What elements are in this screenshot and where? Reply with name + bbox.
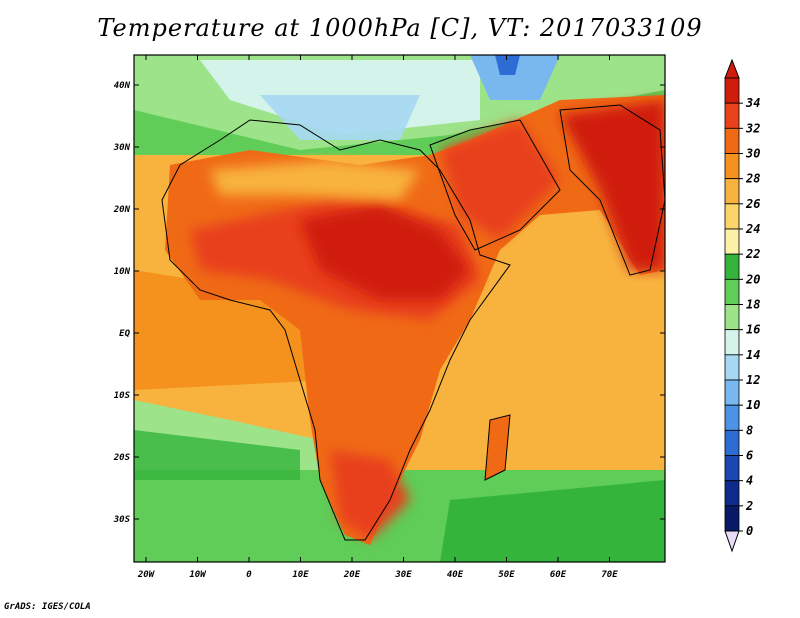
lon-label: 40E [447, 570, 464, 580]
lat-label: 30N [113, 143, 131, 153]
temperature-field [134, 55, 665, 562]
map-title: Temperature at 1000hPa [C], VT: 20170331… [97, 14, 703, 42]
colorbar-label: 18 [746, 298, 760, 312]
colorbar-swatch [724, 480, 740, 507]
lon-label: 20W [137, 570, 156, 580]
colorbar-swatch [724, 429, 740, 456]
colorbar-swatch [724, 127, 740, 154]
colorbar-label: 8 [746, 423, 753, 437]
lat-label: 10S [114, 391, 131, 401]
colorbar-top-arrow [724, 58, 740, 79]
colorbar-swatch [724, 253, 740, 280]
colorbar-label: 16 [746, 323, 760, 337]
lat-label: 10N [114, 267, 131, 277]
colorbar-label: 34 [745, 96, 760, 110]
colorbar-swatch [724, 203, 740, 230]
lon-label: 50E [498, 570, 515, 580]
colorbar-label: 6 [746, 449, 753, 463]
colorbar-label: 22 [745, 247, 760, 261]
colorbar-swatch [724, 153, 740, 180]
map-frame [133, 54, 666, 563]
colorbar-swatch [724, 228, 740, 255]
colorbar-swatch [724, 404, 740, 431]
colorbar-label: 12 [746, 373, 760, 387]
grads-credit: GrADS: IGES/COLA [4, 602, 91, 612]
colorbar-swatch [724, 455, 740, 482]
colorbar-swatch [724, 304, 740, 331]
colorbar-bottom-arrow [724, 530, 740, 553]
colorbar-label: 26 [745, 197, 760, 211]
colorbar-swatch [724, 329, 740, 356]
colorbar-swatch [724, 354, 740, 381]
colorbar-label: 4 [746, 474, 753, 488]
colorbar-label: 30 [745, 147, 760, 161]
colorbar-label: 10 [746, 398, 760, 412]
lat-label: EQ [119, 329, 130, 339]
lat-label: 20N [113, 205, 131, 215]
colorbar-label: 20 [745, 272, 760, 286]
colorbar-swatch [724, 505, 740, 532]
coastline [161, 104, 665, 541]
colorbar-swatch [724, 278, 740, 305]
lat-label: 30S [113, 515, 131, 525]
lon-label: 60E [550, 570, 567, 580]
lon-label: 0 [246, 570, 252, 580]
lon-label: 20E [343, 570, 361, 580]
lon-label: 70E [601, 570, 618, 580]
lon-label: 30E [394, 570, 412, 580]
lon-label: 10W [189, 570, 207, 580]
colorbar-swatch [724, 77, 740, 104]
latitude-axis: 40N 30N 20N 10N EQ 10S 20S 30S [113, 81, 665, 525]
colorbar-swatch [724, 102, 740, 129]
lon-label: 10E [292, 570, 309, 580]
colorbar-label: 14 [746, 348, 760, 362]
lat-label: 40N [114, 81, 131, 91]
colorbar-swatch [724, 178, 740, 205]
longitude-axis: 20W 10W 0 10E 20E 30E 40E 50E 60E 70E [137, 55, 618, 580]
colorbar-label: 32 [745, 121, 760, 135]
colorbar-label: 2 [745, 499, 753, 513]
colorbar-label: 0 [746, 524, 753, 538]
lat-label: 20S [113, 453, 131, 463]
colorbar-label: 28 [745, 172, 760, 186]
colorbar-swatch [724, 379, 740, 406]
colorbar-label: 24 [745, 222, 760, 236]
